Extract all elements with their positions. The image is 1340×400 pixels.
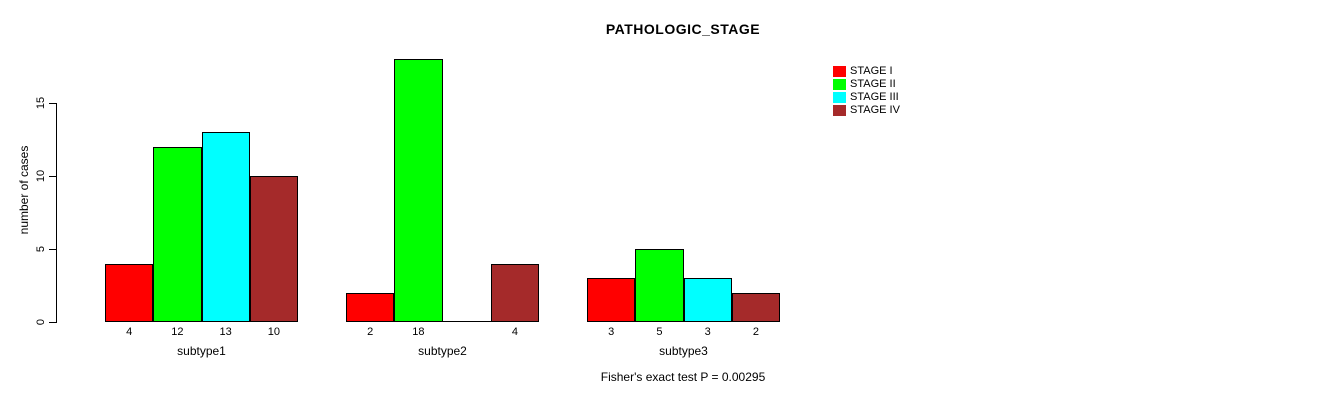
- y-tick: [49, 103, 56, 104]
- bar-value-label: 4: [126, 326, 133, 338]
- y-tick-label: 10: [35, 169, 47, 183]
- category-label-subtype2: subtype2: [418, 344, 467, 358]
- bar-value-label: 3: [704, 326, 711, 338]
- legend-label: STAGE IV: [850, 104, 900, 116]
- bar-value-label: 3: [608, 326, 615, 338]
- bar-stage-iv-subtype3: [731, 292, 780, 322]
- bar-value-label: 4: [511, 326, 518, 338]
- chart-title: PATHOLOGIC_STAGE: [605, 21, 761, 37]
- legend-label: STAGE III: [850, 91, 899, 103]
- bar-value-label: 10: [267, 326, 280, 338]
- bar-value-label: 13: [219, 326, 232, 338]
- legend: STAGE I STAGE II STAGE III STAGE IV: [833, 65, 900, 117]
- bar-value-label: 5: [656, 326, 663, 338]
- bar-value-label: 18: [412, 326, 425, 338]
- y-tick: [49, 176, 56, 177]
- bar-stage-ii-subtype2: [394, 59, 443, 322]
- bar-value-label: 2: [367, 326, 374, 338]
- bar-stage-iv-subtype1: [249, 176, 298, 322]
- category-label-subtype1: subtype1: [177, 344, 226, 358]
- legend-swatch-icon: [833, 105, 846, 116]
- bar-value-label: 12: [171, 326, 184, 338]
- legend-label: STAGE II: [850, 78, 896, 90]
- y-axis-line: [56, 103, 57, 323]
- zero-height-bar: [442, 321, 491, 322]
- legend-item: STAGE II: [833, 78, 900, 91]
- y-tick: [49, 322, 56, 323]
- bar-stage-i-subtype1: [105, 263, 154, 322]
- legend-swatch-icon: [833, 79, 846, 90]
- statistical-annotation: Fisher's exact test P = 0.00295: [600, 370, 766, 384]
- y-tick-label: 0: [35, 318, 47, 326]
- y-tick-label: 5: [35, 245, 47, 253]
- legend-swatch-icon: [833, 92, 846, 103]
- bar-stage-iii-subtype3: [683, 278, 732, 322]
- bar-stage-ii-subtype1: [153, 146, 202, 322]
- bar-stage-iv-subtype2: [490, 263, 539, 322]
- bar-stage-ii-subtype3: [635, 249, 684, 322]
- legend-item: STAGE III: [833, 91, 900, 104]
- bar-value-label: 2: [752, 326, 759, 338]
- bar-stage-i-subtype3: [587, 278, 636, 322]
- y-tick-label: 15: [35, 96, 47, 110]
- bar-stage-i-subtype2: [346, 292, 395, 322]
- category-label-subtype3: subtype3: [659, 344, 708, 358]
- legend-swatch-icon: [833, 66, 846, 77]
- y-tick: [49, 249, 56, 250]
- legend-item: STAGE IV: [833, 104, 900, 117]
- legend-label: STAGE I: [850, 65, 893, 77]
- legend-item: STAGE I: [833, 65, 900, 78]
- bar-stage-iii-subtype1: [201, 132, 250, 322]
